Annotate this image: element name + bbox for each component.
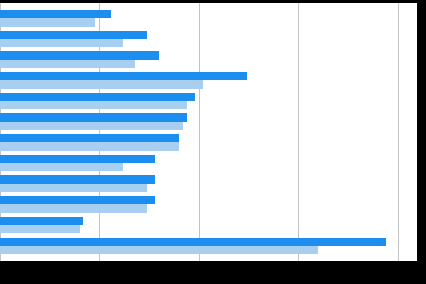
Bar — [0, 142, 179, 151]
Bar — [0, 196, 155, 204]
Bar — [0, 217, 83, 225]
Bar — [0, 113, 187, 122]
Bar — [0, 204, 147, 213]
Bar — [0, 163, 123, 171]
Bar — [0, 10, 111, 18]
Bar — [0, 246, 318, 254]
Bar — [0, 60, 135, 68]
Bar — [0, 176, 155, 184]
Bar — [0, 18, 95, 27]
Bar — [0, 80, 203, 89]
Bar — [0, 31, 147, 39]
Bar — [0, 134, 179, 142]
Bar — [0, 51, 159, 60]
Bar — [0, 122, 183, 130]
Bar — [0, 72, 247, 80]
Bar — [0, 39, 123, 47]
Bar — [0, 93, 195, 101]
Bar — [0, 184, 147, 192]
Bar — [0, 101, 187, 109]
Bar — [0, 155, 155, 163]
Bar — [0, 237, 386, 246]
Bar — [0, 225, 80, 233]
